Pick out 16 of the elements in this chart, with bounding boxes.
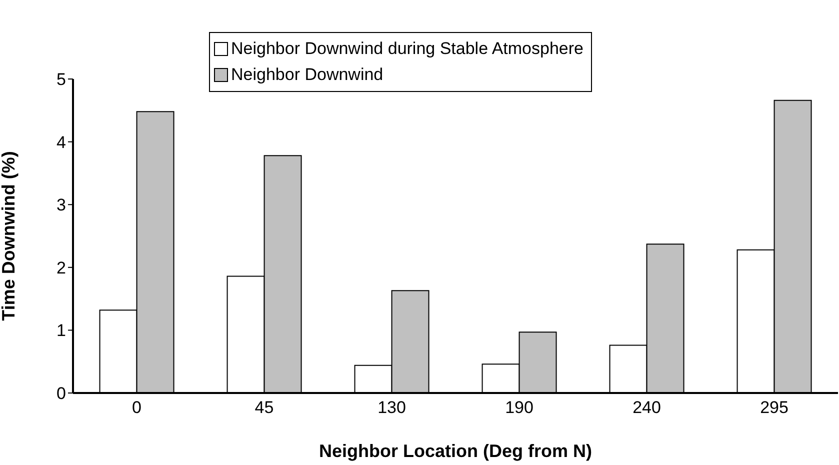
x-tick-label: 240	[632, 398, 661, 418]
x-tick-label: 45	[254, 398, 274, 418]
x-axis-title: Neighbor Location (Deg from N)	[319, 441, 592, 461]
y-tick-label: 2	[56, 258, 66, 278]
x-tick-label: 295	[760, 398, 788, 418]
y-axis-title: Time Downwind (%)	[0, 151, 18, 321]
x-tick-label: 130	[378, 398, 406, 418]
y-tick-label: 3	[56, 196, 66, 215]
y-tick-label: 5	[56, 70, 66, 90]
x-tick-label: 190	[505, 398, 534, 418]
legend-label: Neighbor Downwind during Stable Atmosphere	[231, 38, 584, 60]
legend-label: Neighbor Downwind	[231, 64, 384, 86]
y-tick-label: 0	[56, 384, 66, 404]
y-tick-label: 1	[56, 321, 66, 340]
x-tick-label: 0	[132, 398, 142, 418]
y-tick-label: 4	[56, 132, 66, 152]
